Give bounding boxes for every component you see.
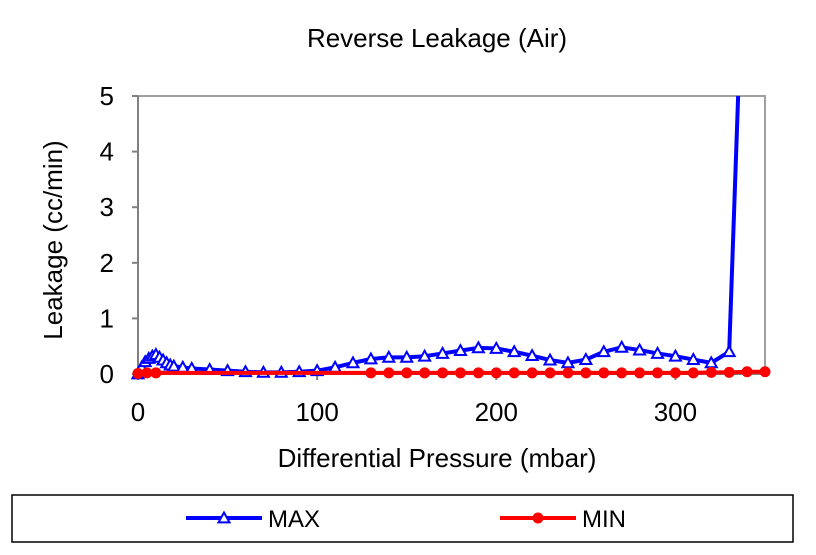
series-min-point — [454, 367, 466, 379]
series-min-point — [490, 367, 502, 379]
series-min-point — [705, 366, 717, 378]
series-max-point — [578, 351, 594, 365]
series-max-point — [435, 345, 450, 359]
series-max-point — [524, 348, 540, 362]
series-min-point — [544, 367, 556, 379]
series-max-point — [489, 340, 504, 354]
x-tick-label: 300 — [654, 397, 697, 427]
y-ticks: 0 1 2 3 4 5 — [100, 81, 138, 389]
series-max-point — [381, 349, 396, 363]
series-max-point — [596, 344, 611, 358]
series-min-point — [616, 367, 628, 379]
legend-max-label: MAX — [268, 506, 320, 533]
series-max-point — [507, 344, 522, 358]
y-tick-label: 3 — [100, 192, 114, 222]
series-min-point — [723, 366, 735, 378]
series-min-point — [759, 366, 771, 378]
y-axis-title: Leakage (cc/min) — [38, 140, 68, 339]
series-min-point — [401, 367, 413, 379]
series-min-point — [150, 367, 162, 379]
series-max-point — [542, 352, 558, 366]
x-ticks: 0 100 200 300 — [131, 374, 697, 427]
x-tick-label: 100 — [295, 397, 338, 427]
series-max-point — [560, 355, 576, 369]
series-min-point — [562, 367, 574, 379]
legend-max-marker — [216, 510, 232, 524]
series-min-point — [741, 366, 753, 378]
series-min-point — [383, 367, 395, 379]
x-axis-title: Differential Pressure (mbar) — [278, 443, 597, 473]
legend: MAX MIN — [186, 506, 626, 533]
series-max-point — [166, 358, 182, 372]
x-tick-label: 200 — [475, 397, 518, 427]
series-max-point — [471, 340, 486, 354]
series-max-point — [614, 339, 629, 353]
series-min-point — [580, 367, 592, 379]
series-min-point — [669, 367, 681, 379]
series-max-point — [453, 343, 468, 357]
y-tick-label: 5 — [100, 81, 114, 111]
series-max-point — [686, 351, 701, 365]
chart-title: Reverse Leakage (Air) — [307, 23, 567, 53]
legend-min-marker — [532, 512, 544, 524]
series-min-point — [652, 367, 664, 379]
series-layer — [130, 95, 771, 380]
series-min-point — [472, 367, 484, 379]
series-max-point — [363, 351, 379, 365]
legend-box — [11, 494, 794, 543]
y-tick-label: 0 — [100, 359, 114, 389]
series-min-point — [508, 367, 520, 379]
series-max-point — [668, 348, 683, 362]
y-tick-label: 1 — [100, 303, 114, 333]
plot-area — [137, 95, 766, 375]
series-min-point — [365, 367, 377, 379]
series-max-point — [650, 345, 665, 359]
series-max-point — [345, 355, 361, 369]
series-max-point — [417, 348, 432, 362]
series-min-point — [687, 367, 699, 379]
series-min-point — [419, 367, 431, 379]
x-tick-label: 0 — [131, 397, 145, 427]
series-min-point — [437, 367, 449, 379]
series-min-point — [634, 367, 646, 379]
legend-min-label: MIN — [582, 506, 626, 533]
series-min-point — [526, 367, 538, 379]
series-max-point — [399, 349, 414, 363]
y-tick-label: 2 — [100, 248, 114, 278]
series-max — [130, 95, 741, 380]
series-max-point — [632, 342, 647, 356]
series-min-point — [598, 367, 610, 379]
y-tick-label: 4 — [100, 137, 114, 167]
series-max-point — [721, 344, 737, 358]
series-min — [132, 366, 771, 379]
